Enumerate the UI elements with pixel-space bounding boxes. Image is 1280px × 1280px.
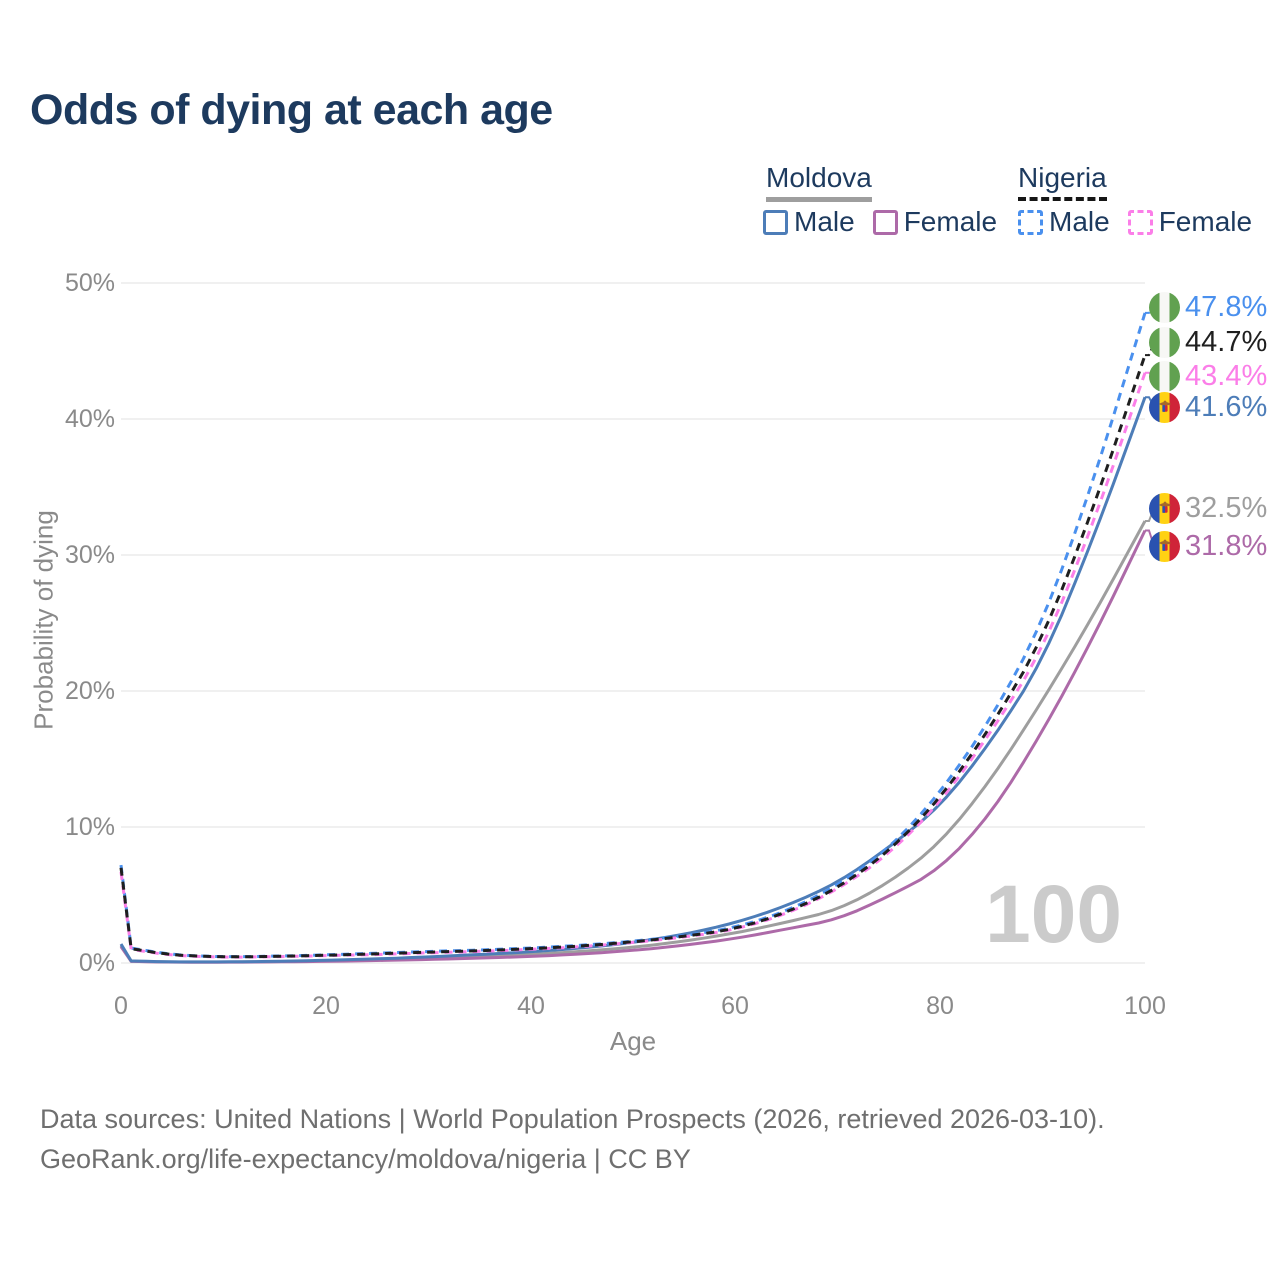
x-tick-80: 80 [926, 992, 954, 1020]
x-tick-0: 0 [114, 992, 128, 1020]
legend-item-nigeria-male[interactable]: Male [1018, 206, 1110, 238]
legend-country-moldova[interactable]: Moldova [766, 162, 872, 202]
end-value: 41.6% [1185, 391, 1268, 423]
legend-item-moldova-female[interactable]: Female [872, 206, 998, 238]
end-label-row-0: 47.8% [1149, 291, 1267, 323]
end-value: 43.4% [1185, 360, 1268, 392]
moldova-flag-icon [1149, 530, 1180, 562]
end-value: 31.8% [1185, 530, 1268, 562]
data-sources-text: Data sources: United Nations | World Pop… [40, 1104, 1105, 1134]
moldova-flag-icon [1149, 492, 1180, 524]
end-value: 47.8% [1185, 291, 1268, 323]
page-title: Odds of dying at each age [30, 86, 553, 134]
nigeria-male-swatch-icon [1018, 209, 1043, 235]
x-tick-60: 60 [721, 992, 749, 1020]
legend-row-moldova: Male Female [763, 206, 1015, 238]
nigeria-flag-icon [1149, 326, 1180, 358]
legend-label: Female [903, 206, 998, 237]
y-tick-0: 0% [78, 949, 115, 977]
legend-item-nigeria-female[interactable]: Female [1127, 206, 1253, 238]
nigeria-flag-icon [1149, 360, 1180, 392]
y-tick-10: 10% [64, 813, 115, 841]
age-watermark: 100 [985, 869, 1122, 960]
end-label-row-2: 43.4% [1149, 360, 1267, 392]
x-tick-20: 20 [312, 992, 340, 1020]
y-tick-50: 50% [64, 269, 115, 297]
y-tick-20: 20% [64, 677, 115, 705]
end-value: 32.5% [1185, 492, 1268, 524]
moldova-female-swatch-icon [872, 209, 898, 235]
series-line-nigeria-male [119, 312, 1147, 959]
nigeria-female-swatch-icon [1127, 209, 1153, 235]
legend-label: Male [1049, 206, 1110, 237]
y-tick-40: 40% [64, 405, 115, 433]
legend-label: Female [1158, 206, 1253, 237]
series-line-nigeria-both [119, 354, 1147, 959]
legend-row-nigeria: Male Female [1018, 206, 1270, 238]
y-axis-title: Probability of dying [28, 510, 59, 730]
end-label-row-3: 41.6% [1149, 391, 1267, 423]
x-tick-100: 100 [1124, 992, 1166, 1020]
end-label-row-5: 31.8% [1149, 530, 1267, 562]
y-tick-30: 30% [64, 541, 115, 569]
end-value: 44.7% [1185, 326, 1268, 358]
end-label-row-4: 32.5% [1149, 492, 1267, 524]
moldova-flag-icon [1149, 391, 1180, 423]
x-tick-40: 40 [517, 992, 545, 1020]
end-label-row-1: 44.7% [1149, 326, 1267, 358]
attribution-text: GeoRank.org/life-expectancy/moldova/nige… [40, 1144, 691, 1174]
legend-item-moldova-male[interactable]: Male [763, 206, 855, 238]
nigeria-flag-icon [1149, 291, 1180, 323]
moldova-male-swatch-icon [763, 209, 788, 235]
legend-country-nigeria[interactable]: Nigeria [1018, 162, 1107, 201]
x-axis-title: Age [609, 1026, 657, 1056]
legend-label: Male [794, 206, 855, 237]
